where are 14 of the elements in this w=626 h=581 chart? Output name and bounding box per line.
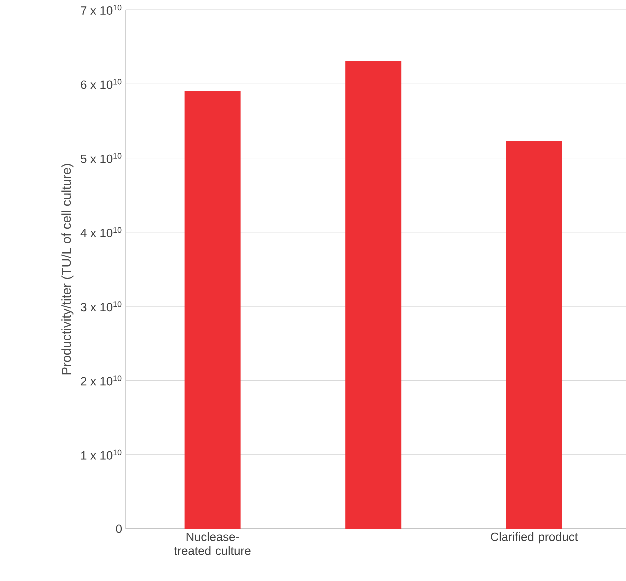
bar: [184, 92, 241, 529]
y-tick-label: 0: [116, 524, 122, 534]
bar: [506, 141, 562, 529]
x-tick-label: Clarified product: [491, 532, 578, 544]
y-tick-label: 4 x 10$^{10}$: [80, 227, 122, 238]
y-tick-label: 6 x 10$^{10}$: [81, 79, 122, 90]
y-tick-label: 3 x 10$^{10}$: [81, 302, 122, 312]
y-tick-label: 7 x 10$^{10}$: [81, 4, 122, 15]
x-tick-label: Nuclease-treated culture: [174, 532, 251, 556]
y-tick-label: 1 x 10$^{10}$: [81, 450, 122, 460]
y-tick-label: 2 x 10$^{10}$: [81, 376, 122, 386]
bar: [346, 61, 402, 529]
y-axis-title: Productivity/titer (TU/L of cell culture): [62, 164, 74, 375]
y-tick-label: 5 x 10$^{10}$: [81, 153, 122, 164]
